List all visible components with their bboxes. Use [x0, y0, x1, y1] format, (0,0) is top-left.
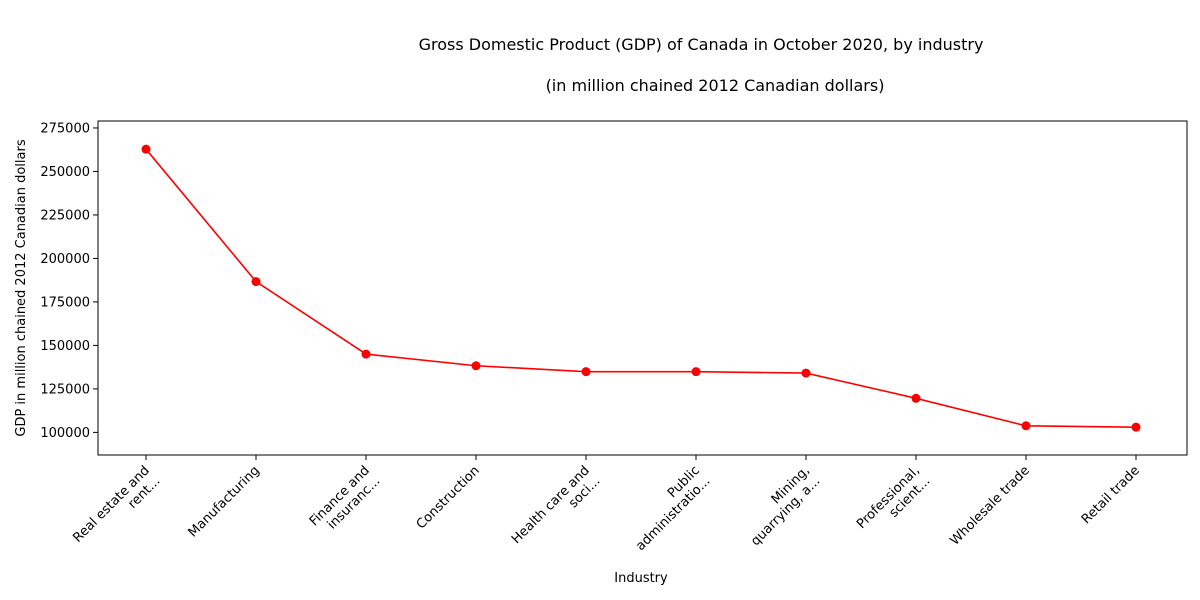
x-axis-label: Industry [614, 571, 668, 586]
data-point [471, 361, 481, 371]
y-tick-label: 150000 [40, 339, 90, 354]
chart-title: Gross Domestic Product (GDP) of Canada i… [419, 35, 984, 54]
series-line [145, 148, 1137, 428]
data-point [691, 367, 701, 377]
chart-subtitle: (in million chained 2012 Canadian dollar… [546, 76, 885, 95]
data-point [361, 349, 371, 359]
y-tick-label: 125000 [40, 382, 90, 397]
y-tick-label: 100000 [40, 426, 90, 441]
data-point [251, 277, 261, 287]
y-tick-label: 275000 [40, 121, 90, 136]
data-point [911, 393, 921, 403]
data-point [1131, 422, 1141, 432]
y-axis-label: GDP in million chained 2012 Canadian dol… [14, 139, 29, 436]
y-tick-label: 225000 [40, 208, 90, 223]
data-point [581, 367, 591, 377]
y-tick-label: 175000 [40, 295, 90, 310]
plot-frame [97, 120, 1188, 456]
data-point [801, 368, 811, 378]
y-tick-label: 250000 [40, 165, 90, 180]
data-point [141, 144, 151, 154]
y-tick-label: 200000 [40, 252, 90, 267]
data-point [1021, 421, 1031, 431]
